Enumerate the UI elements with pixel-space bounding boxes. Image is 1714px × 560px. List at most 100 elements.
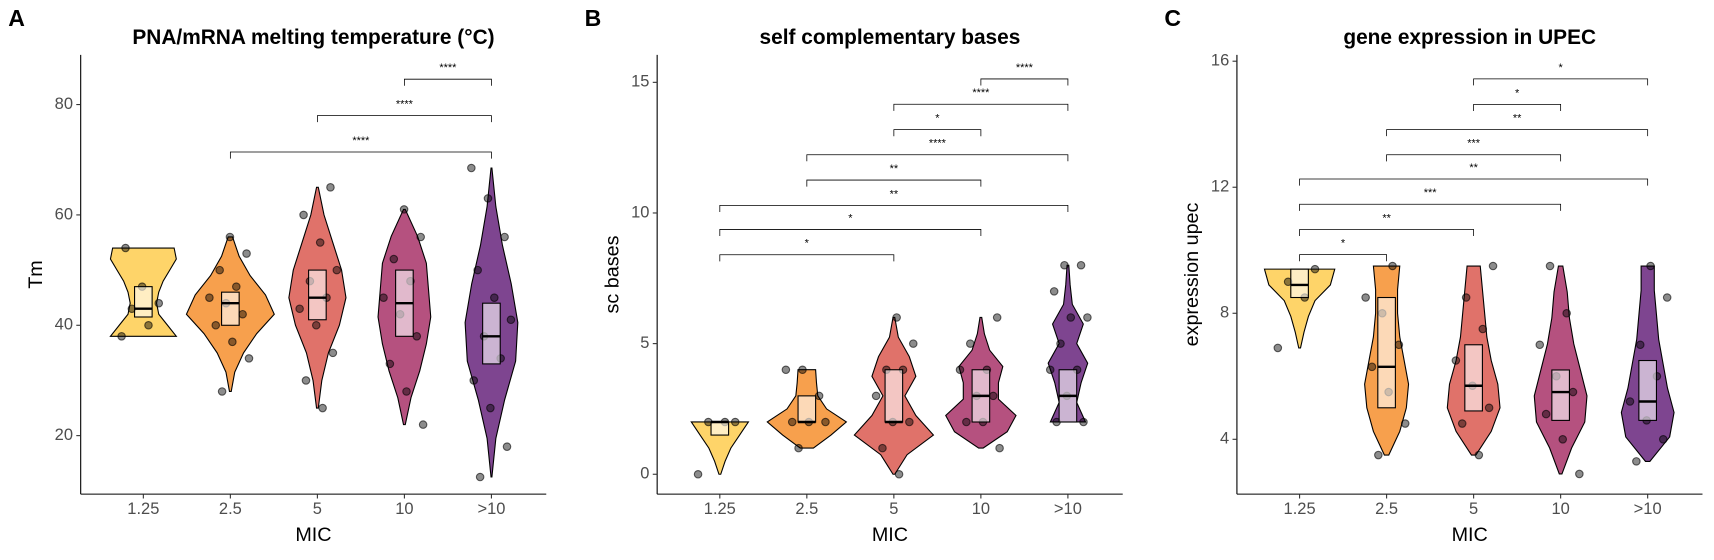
data-point [1658,435,1668,444]
significance-bracket [806,179,982,187]
data-point [892,313,901,322]
x-tick-label: 10 [972,500,990,518]
data-point [295,304,304,314]
data-point [1374,450,1383,460]
data-point [242,249,251,258]
box [1377,296,1396,409]
x-tick-label: >10 [477,500,505,518]
significance-label: **** [1016,62,1034,74]
data-point [475,472,485,482]
data-point [500,232,509,242]
data-point [1662,293,1672,302]
significance-label: ** [890,188,899,200]
significance-bracket [806,154,1069,162]
data-point [1049,287,1059,296]
box [1290,268,1309,299]
box [1464,344,1483,412]
significance-label: **** [929,138,947,150]
data-point [1079,417,1088,427]
data-point [299,210,308,220]
data-point [402,387,411,396]
significance-label: ** [890,163,899,175]
data-point [379,293,388,302]
panel-letter: C [1164,5,1181,31]
y-tick-label: 12 [1211,178,1229,196]
significance-bracket [229,151,492,159]
significance-bracket [1299,254,1387,262]
data-point [506,315,516,325]
data-point [301,376,311,385]
data-point [238,309,247,319]
significance-label: * [805,238,810,250]
significance-label: ** [1513,113,1522,125]
y-tick-label: 10 [631,203,649,221]
data-point [1457,419,1467,428]
data-point [232,282,241,291]
data-point [878,443,887,453]
data-point [328,348,338,358]
data-point [1558,435,1568,444]
panel: A PNA/mRNA melting temperature (°C) MIC Tm 2… [8,5,547,546]
data-point [318,403,327,413]
x-tick-label: 1.25 [1284,500,1316,518]
data-point [1632,457,1641,466]
data-point [1060,260,1069,270]
data-point [995,443,1004,453]
data-point [894,469,904,479]
significance-bracket [1299,203,1562,211]
panel-letter: A [8,5,25,31]
data-point [502,442,512,451]
significance-label: *** [1467,138,1481,150]
data-point [798,365,807,375]
box [884,369,904,423]
data-point [469,376,479,385]
data-point [385,359,395,369]
data-point [1361,293,1370,302]
data-point [1545,261,1555,271]
y-axis-label: expression upec [1181,202,1203,346]
data-point [1478,324,1488,334]
significance-label: * [848,212,853,224]
significance-bracket [719,229,982,237]
significance-label: **** [396,99,414,111]
significance-bracket [1386,129,1649,137]
significance-bracket [719,205,1069,212]
box [1551,369,1570,421]
significance-label: ** [1382,212,1391,224]
data-point [955,365,965,375]
data-point [1575,469,1584,479]
significance-bracket [893,103,1069,111]
significance-bracket [1473,78,1649,86]
data-point [1451,356,1461,365]
data-point [1461,293,1471,302]
x-tick-label: 2.5 [1375,500,1398,518]
significance-bracket [1386,154,1562,162]
y-tick-label: 40 [55,316,73,334]
significance-bracket [719,254,895,262]
data-point [988,391,998,401]
violin [690,421,750,475]
significance-bracket [404,78,492,86]
data-point [1646,261,1655,271]
data-point [473,265,482,275]
data-point [332,265,342,275]
x-tick-label: 5 [1469,500,1478,518]
data-point [117,332,126,341]
data-point [490,293,499,302]
data-point [1562,308,1571,318]
data-point [1488,261,1498,271]
y-tick-label: 60 [55,205,73,223]
significance-label: *** [1424,187,1438,199]
y-tick-label: 20 [55,426,73,444]
data-point [215,265,224,275]
significance-label: * [1515,87,1520,99]
x-axis-label: MIC [1452,524,1488,546]
x-tick-label: 10 [1551,500,1569,518]
violin [1263,268,1336,349]
box [308,269,327,321]
significance-bracket [893,129,982,137]
box [134,286,153,318]
data-point [211,320,221,330]
data-point [389,254,399,264]
